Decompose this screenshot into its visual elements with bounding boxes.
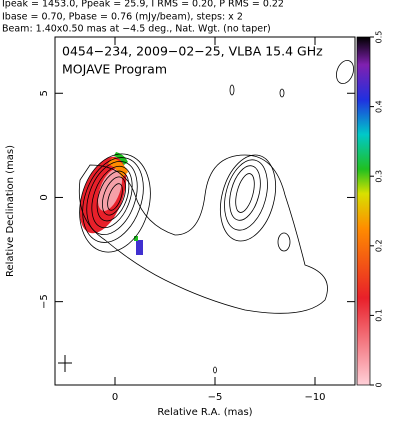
colorbar-tick-label: 0.3 bbox=[375, 170, 384, 183]
beam bbox=[58, 355, 72, 372]
header-line: Ibase = 0.70, Pbase = 0.76 (mJy/beam), s… bbox=[2, 12, 243, 23]
chart-subtitle: MOJAVE Program bbox=[62, 62, 167, 77]
x-axis-label: Relative R.A. (mas) bbox=[157, 407, 252, 418]
header-line: Ipeak = 1453.0, Ppeak = 25.9, I RMS = 0.… bbox=[2, 0, 284, 10]
header-line: Beam: 1.40x0.50 mas at −4.5 deg., Nat. W… bbox=[2, 24, 271, 35]
y-tick-label: 5 bbox=[39, 90, 50, 96]
y-axis-label: Relative Declination (mas) bbox=[5, 145, 16, 277]
colorbar-tick-label: 0.1 bbox=[375, 309, 384, 322]
x-tick-label: −10 bbox=[304, 392, 325, 403]
y-tick-label: −5 bbox=[39, 294, 50, 309]
chart-title: 0454−234, 2009−02−25, VLBA 15.4 GHz bbox=[62, 44, 323, 59]
colorbar-tick-label: 0.5 bbox=[375, 31, 384, 44]
contours bbox=[78, 59, 354, 374]
colorbar-tick-label: 0.2 bbox=[375, 239, 384, 252]
plot-frame bbox=[54, 36, 356, 386]
x-tick-label: 0 bbox=[112, 392, 118, 403]
colorbar bbox=[356, 36, 371, 386]
colorbar-tick-label: 0 bbox=[375, 382, 384, 387]
x-tick-label: −5 bbox=[208, 392, 223, 403]
y-tick-label: 0 bbox=[39, 194, 50, 200]
colorbar-tick-label: 0.4 bbox=[375, 100, 384, 113]
